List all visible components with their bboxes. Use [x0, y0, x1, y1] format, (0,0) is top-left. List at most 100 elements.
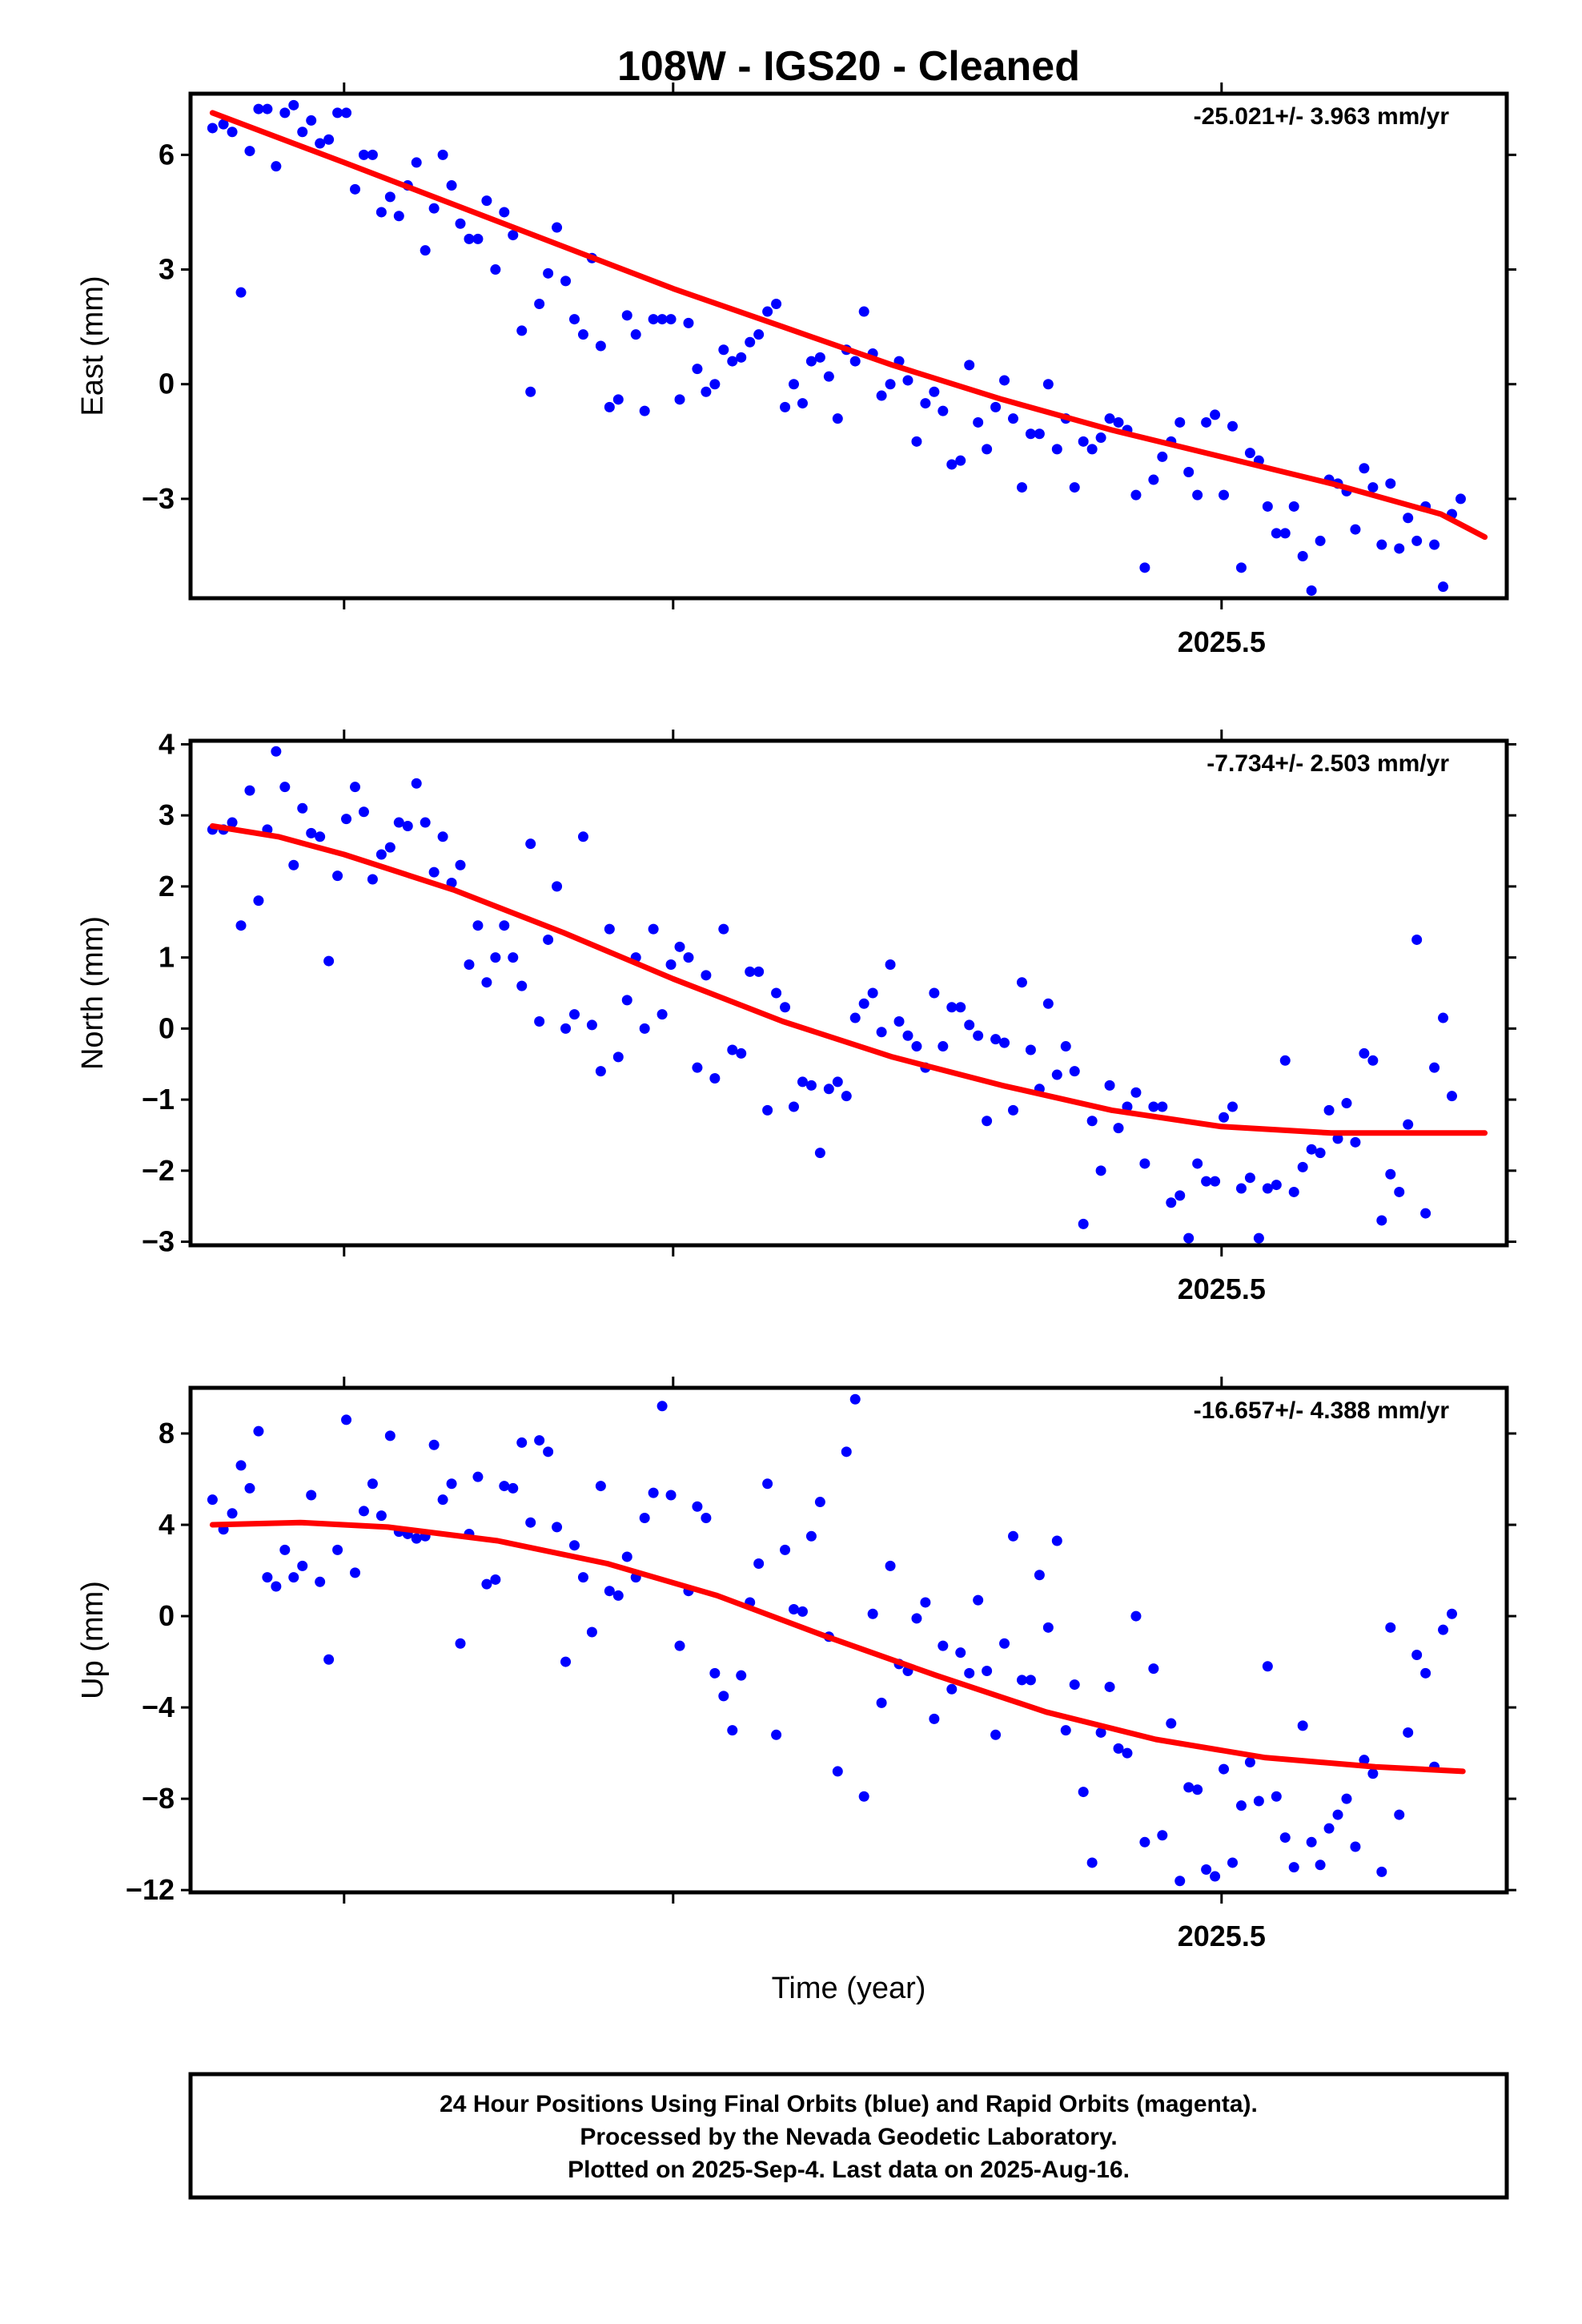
north-data-point	[411, 778, 422, 789]
north-data-point	[876, 1027, 887, 1038]
north-data-point	[1139, 1158, 1150, 1169]
east-data-point	[1095, 432, 1106, 444]
north-data-point	[1279, 1055, 1291, 1066]
north-data-point	[604, 923, 615, 935]
east-data-point	[858, 306, 869, 317]
north-data-point	[1192, 1158, 1203, 1169]
footer-line-3: Plotted on 2025-Sep-4. Last data on 2025…	[568, 2157, 1130, 2183]
east-data-point	[745, 336, 756, 348]
east-data-point	[534, 299, 545, 309]
east-data-point	[771, 299, 782, 309]
east-data-point	[393, 211, 404, 222]
up-data-point	[982, 1665, 993, 1676]
east-data-point	[341, 107, 352, 119]
north-data-point	[1042, 998, 1054, 1009]
up-data-point	[1219, 1763, 1230, 1775]
up-data-point	[929, 1713, 940, 1724]
up-data-point	[946, 1683, 958, 1695]
up-data-point	[1244, 1757, 1255, 1768]
up-data-point	[207, 1494, 218, 1506]
up-data-point	[235, 1460, 247, 1471]
east-data-point	[358, 149, 369, 160]
up-data-point	[508, 1482, 519, 1494]
north-data-point	[1235, 1183, 1247, 1194]
east-data-point	[1376, 539, 1387, 550]
east-data-point	[288, 99, 299, 111]
east-data-point	[420, 245, 431, 256]
east-data-point	[1367, 482, 1379, 493]
north-data-point	[560, 1023, 572, 1034]
up-data-point	[805, 1530, 817, 1542]
north-data-point	[1086, 1116, 1098, 1127]
up-data-point	[1438, 1624, 1449, 1635]
north-data-point	[911, 1041, 922, 1052]
north-data-point	[1148, 1101, 1159, 1112]
up-data-point	[674, 1640, 685, 1651]
up-data-point	[973, 1594, 984, 1606]
up-data-point	[621, 1551, 632, 1562]
east-data-point	[543, 267, 554, 279]
east-data-point	[1051, 444, 1062, 455]
up-data-point	[350, 1567, 360, 1578]
up-data-point	[244, 1482, 255, 1494]
east-data-point	[1025, 428, 1036, 440]
east-data-point	[780, 401, 791, 412]
east-data-point	[1016, 482, 1027, 493]
north-data-point	[543, 934, 554, 945]
up-data-point	[271, 1581, 282, 1592]
up-ytick-label: 8	[159, 1417, 175, 1449]
east-data-point	[999, 375, 1010, 386]
up-data-point	[499, 1481, 510, 1492]
east-data-point	[823, 371, 834, 382]
up-data-point	[1051, 1535, 1062, 1546]
north-plot-frame	[188, 738, 1509, 1248]
up-data-point	[341, 1414, 352, 1425]
north-data-point	[253, 895, 264, 907]
north-data-point	[235, 920, 247, 931]
east-data-point	[315, 138, 326, 149]
north-data-point	[1174, 1190, 1186, 1201]
north-ytick-label: −1	[142, 1083, 175, 1116]
north-data-point	[893, 1015, 905, 1027]
north-data-point	[1332, 1133, 1343, 1144]
north-data-point	[683, 952, 694, 963]
north-rate-label: -7.734+/- 2.503 mm/yr	[1207, 750, 1449, 777]
north-data-point	[902, 1030, 913, 1041]
north-data-point	[1104, 1080, 1115, 1091]
up-data-point	[1332, 1809, 1343, 1820]
up-data-point	[920, 1597, 931, 1608]
east-data-point	[814, 352, 825, 363]
up-data-point	[1271, 1791, 1282, 1802]
north-data-point	[297, 802, 308, 814]
up-data-point	[885, 1560, 896, 1571]
east-rate-label: -25.021+/- 3.963 mm/yr	[1194, 103, 1450, 130]
north-data-point	[472, 920, 484, 931]
up-data-point	[1095, 1727, 1106, 1738]
up-data-point	[1227, 1857, 1238, 1868]
north-data-point	[867, 987, 878, 999]
up-data-point	[753, 1558, 765, 1570]
up-data-point	[577, 1572, 588, 1583]
east-data-point	[1455, 493, 1466, 505]
north-data-point	[1315, 1148, 1326, 1159]
up-data-point	[455, 1638, 466, 1649]
east-fit-line	[209, 110, 1488, 541]
north-ytick-label: 3	[159, 798, 175, 831]
north-data-point	[1210, 1176, 1221, 1187]
east-data-point	[1078, 436, 1089, 447]
east-data-point	[727, 356, 738, 367]
east-data-point	[262, 103, 273, 115]
east-data-point	[1201, 416, 1212, 428]
north-data-point	[718, 923, 729, 935]
north-ytick-label: −3	[142, 1225, 175, 1258]
north-data-point	[753, 966, 765, 977]
north-data-point	[964, 1019, 975, 1031]
up-data-point	[1253, 1795, 1264, 1807]
east-data-point	[1385, 478, 1396, 489]
up-data-point	[938, 1640, 949, 1651]
up-data-point	[1385, 1622, 1396, 1633]
east-data-point	[964, 360, 975, 371]
up-data-point	[1025, 1675, 1036, 1686]
east-data-point	[656, 314, 668, 325]
